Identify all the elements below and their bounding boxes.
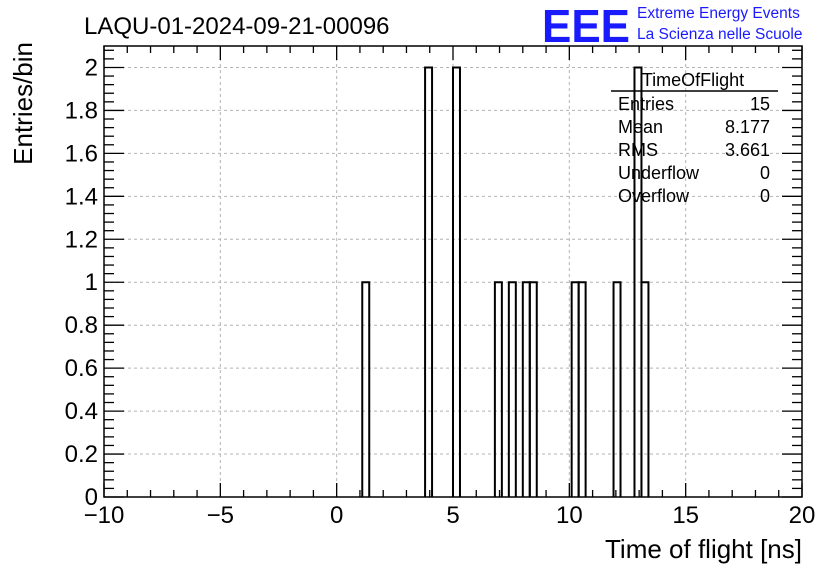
logo-line-2: La Scienza nelle Scuole: [637, 26, 802, 43]
histogram-bin: [507, 281, 517, 497]
y-axis-label: Entries/bin: [8, 42, 38, 165]
x-tick-label: 10: [556, 502, 583, 529]
stats-box: TimeOfFlight Entries 15 Mean 8.177 RMS 3…: [611, 70, 778, 206]
stats-value-entries: 15: [750, 94, 770, 114]
stats-label-entries: Entries: [618, 94, 674, 114]
histogram-bars: [361, 66, 650, 497]
stats-label-overflow: Overflow: [618, 186, 690, 206]
x-tick-label: 5: [446, 502, 459, 529]
axis-ticks: [103, 46, 803, 498]
y-tick-label: 0.4: [65, 398, 98, 425]
stats-box-title: TimeOfFlight: [642, 70, 744, 90]
x-tick-labels: −10 −5 0 5 10 15 20: [84, 502, 816, 529]
eee-logo-mark: EEE: [542, 0, 630, 52]
stats-label-mean: Mean: [618, 117, 663, 137]
y-tick-label: 1.2: [65, 226, 98, 253]
x-tick-label: 20: [789, 502, 816, 529]
histogram-bin: [424, 66, 434, 497]
histogram-bin: [640, 281, 650, 497]
x-axis-label: Time of flight [ns]: [605, 534, 802, 564]
y-tick-label: 0.8: [65, 312, 98, 339]
x-tick-label: 0: [330, 502, 343, 529]
histogram-bin: [493, 281, 503, 497]
stats-label-underflow: Underflow: [618, 163, 700, 183]
histogram-bin: [528, 281, 538, 497]
x-tick-label: −10: [84, 502, 125, 529]
y-tick-label: 0: [85, 484, 98, 511]
chart-title: LAQU-01-2024-09-21-00096: [84, 13, 390, 40]
y-tick-label: 0.2: [65, 441, 98, 468]
y-tick-labels: 0 0.2 0.4 0.6 0.8 1 1.2 1.4 1.6 1.8 2: [65, 54, 98, 511]
stats-value-mean: 8.177: [725, 117, 770, 137]
y-tick-label: 2: [85, 54, 98, 81]
y-tick-label: 1.4: [65, 183, 98, 210]
histogram-bin: [612, 281, 622, 497]
y-tick-label: 1.6: [65, 140, 98, 167]
y-tick-label: 1: [85, 269, 98, 296]
y-tick-label: 0.6: [65, 355, 98, 382]
histogram-bin: [361, 281, 371, 497]
eee-logo: EEE Extreme Energy Events La Scienza nel…: [542, 0, 802, 52]
x-tick-label: 15: [672, 502, 699, 529]
y-tick-label: 1.8: [65, 97, 98, 124]
histogram-bin: [452, 66, 461, 497]
histogram-bin: [577, 281, 587, 497]
stats-label-rms: RMS: [618, 140, 658, 160]
stats-value-rms: 3.661: [725, 140, 770, 160]
stats-value-overflow: 0: [760, 186, 770, 206]
stats-value-underflow: 0: [760, 163, 770, 183]
logo-line-1: Extreme Energy Events: [637, 5, 800, 22]
x-tick-label: −5: [207, 502, 234, 529]
